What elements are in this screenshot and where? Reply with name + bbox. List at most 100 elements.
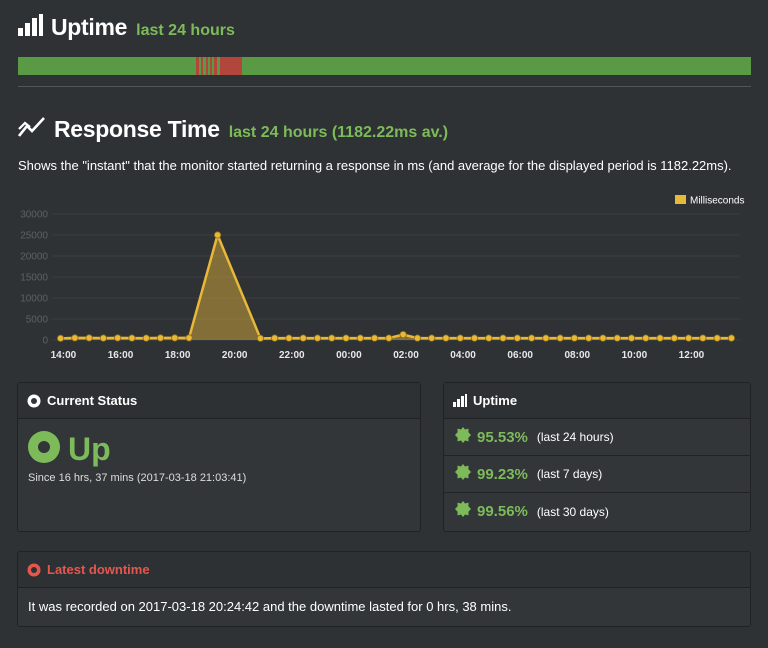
data-point <box>442 334 450 342</box>
uptime-stats-panel: Uptime 95.53% (last 24 hours) 99.23% (la… <box>443 382 751 532</box>
latest-downtime-header: Latest downtime <box>18 552 750 588</box>
data-point <box>213 231 222 239</box>
data-point <box>642 334 650 342</box>
response-time-section-title: Response Time last 24 hours (1182.22ms a… <box>17 116 449 143</box>
x-tick-label: 10:00 <box>622 350 648 361</box>
data-point <box>356 334 364 342</box>
response-time-heading: Response Time <box>54 116 220 142</box>
data-point <box>713 334 721 342</box>
data-point <box>613 334 621 342</box>
data-point <box>128 334 136 342</box>
data-point <box>185 334 193 342</box>
data-point <box>513 334 521 342</box>
uptime-stats-label: Uptime <box>473 393 518 408</box>
data-point <box>99 334 107 342</box>
data-point <box>71 334 79 342</box>
data-point <box>385 334 393 342</box>
data-point <box>56 334 65 342</box>
data-point <box>599 334 607 342</box>
uptime-section-title: Uptime last 24 hours <box>18 14 235 41</box>
data-point <box>299 334 307 342</box>
downtime-segment <box>205 57 208 75</box>
dot-circle-icon <box>27 394 41 408</box>
current-status-label: Current Status <box>47 393 138 408</box>
line-chart-icon <box>17 116 46 143</box>
uptime-percent: 99.23% <box>477 465 528 483</box>
data-point <box>542 334 550 342</box>
data-point <box>342 334 350 342</box>
data-point <box>685 334 693 342</box>
legend-swatch <box>675 195 686 204</box>
uptime-percent: 99.56% <box>477 503 528 520</box>
uptime-row-30d: 99.56% (last 30 days) <box>444 493 750 530</box>
data-point <box>727 334 736 342</box>
data-point <box>585 334 593 342</box>
x-tick-label: 08:00 <box>564 350 590 361</box>
x-tick-label: 16:00 <box>108 350 134 361</box>
data-point <box>499 334 507 342</box>
current-status-panel: Current Status Up Since 16 hrs, 37 mins … <box>17 382 421 532</box>
series-area <box>60 235 732 340</box>
data-point <box>313 334 322 342</box>
data-point <box>271 334 279 342</box>
uptime-period: (last 7 days) <box>536 467 603 481</box>
downtime-segment <box>196 57 200 75</box>
x-tick-label: 22:00 <box>279 350 305 361</box>
uptime-timeline-bar <box>18 57 751 75</box>
y-tick-label: 20000 <box>20 252 48 263</box>
bar-chart-icon <box>453 394 467 407</box>
data-point <box>142 334 150 342</box>
status-indicator: Up <box>28 431 111 468</box>
x-tick-label: 20:00 <box>222 350 248 361</box>
uptime-period: (last 24 hours) <box>536 430 614 444</box>
data-point <box>399 330 407 339</box>
data-point <box>556 334 564 342</box>
data-point <box>528 334 536 342</box>
downtime-segment <box>210 57 213 75</box>
data-point <box>413 334 422 342</box>
x-tick-label: 12:00 <box>679 350 705 361</box>
current-status-header: Current Status <box>18 383 420 419</box>
data-point <box>470 334 479 342</box>
x-tick-label: 00:00 <box>336 350 362 361</box>
response-time-description: Shows the "instant" that the monitor sta… <box>18 158 732 173</box>
response-time-heading-period: last 24 hours (1182.22ms av.) <box>228 124 449 141</box>
data-point <box>570 334 579 342</box>
status-value: Up <box>68 431 111 467</box>
badge-check-icon <box>455 501 471 522</box>
uptime-heading-period: last 24 hours <box>136 22 235 39</box>
badge-check-icon <box>455 463 471 485</box>
data-point <box>256 334 264 342</box>
x-tick-label: 04:00 <box>450 350 476 361</box>
series-line <box>60 233 732 340</box>
data-point <box>699 334 707 342</box>
downtime-segment <box>220 57 243 75</box>
data-point <box>456 334 464 342</box>
x-tick-label: 14:00 <box>51 350 77 361</box>
status-up-icon <box>28 431 60 468</box>
legend-label: Milliseconds <box>690 196 744 207</box>
data-point <box>627 334 636 342</box>
data-point <box>328 334 336 342</box>
y-tick-label: 10000 <box>20 294 48 305</box>
data-point <box>85 334 93 342</box>
dot-circle-icon <box>27 563 41 577</box>
data-point <box>656 334 664 342</box>
data-point <box>156 334 165 342</box>
y-tick-label: 25000 <box>20 231 48 242</box>
uptime-row-24h: 95.53% (last 24 hours) <box>444 419 750 456</box>
section-divider <box>18 86 751 87</box>
latest-downtime-text: It was recorded on 2017-03-18 20:24:42 a… <box>28 599 512 614</box>
data-point <box>171 334 179 342</box>
data-point <box>114 334 122 342</box>
x-tick-label: 06:00 <box>507 350 533 361</box>
data-point <box>485 334 493 342</box>
uptime-row-7d: 99.23% (last 7 days) <box>444 456 750 493</box>
y-tick-label: 15000 <box>20 273 48 284</box>
data-point <box>285 334 293 342</box>
response-time-chart: 0 5000 10000 15000 20000 25000 30000 14:00 16:00… <box>20 195 744 361</box>
data-point <box>370 334 379 342</box>
x-tick-label: 02:00 <box>393 350 419 361</box>
uptime-percent: 95.53% <box>477 428 528 446</box>
status-since-text: Since 16 hrs, 37 mins (2017-03-18 21:03:… <box>28 472 247 484</box>
